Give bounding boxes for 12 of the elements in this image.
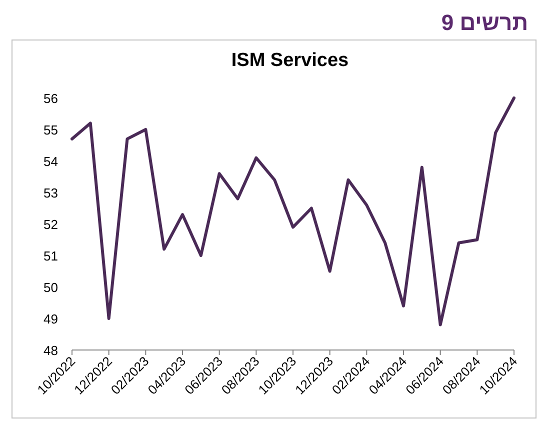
y-tick-label: 56 [44, 91, 58, 106]
y-tick-label: 54 [44, 154, 58, 169]
text: תרשים 9 [441, 10, 528, 35]
y-tick-label: 49 [44, 312, 58, 326]
y-tick-label: 50 [44, 280, 58, 295]
chart-title: ISM Services [231, 50, 349, 71]
y-tick-label: 51 [44, 248, 58, 264]
y-tick-label: 52 [44, 217, 58, 232]
line-series [70, 96, 516, 326]
y-tick-label: 48 [44, 343, 58, 358]
y-tick-label: 55 [44, 122, 58, 138]
y-tick-label: 53 [44, 186, 58, 200]
